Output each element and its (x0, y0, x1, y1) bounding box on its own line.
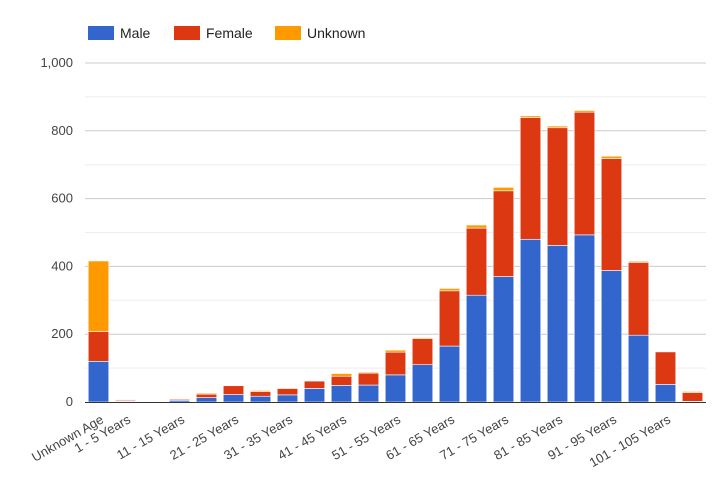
bar-segment-male[interactable] (438, 345, 461, 403)
bar-segment-female[interactable] (276, 388, 299, 396)
y-tick-label: 400 (51, 258, 73, 273)
legend-swatch-unknown (275, 26, 301, 40)
bar-segment-male[interactable] (222, 394, 245, 403)
bar-segment-unknown[interactable] (195, 392, 218, 395)
bar-segment-unknown[interactable] (438, 288, 461, 292)
bar-segment-unknown[interactable] (519, 115, 542, 118)
bar-segment-unknown[interactable] (546, 125, 569, 129)
bar-segment-male[interactable] (303, 388, 326, 403)
bar-segment-female[interactable] (465, 227, 488, 296)
bar-segment-female[interactable] (222, 385, 245, 395)
bar-segment-female[interactable] (357, 372, 380, 386)
bar-segment-female[interactable] (681, 392, 704, 402)
y-axis: 0 200 400 600 800 1,000 (40, 55, 73, 409)
bar-segment-male[interactable] (654, 384, 677, 403)
bar-segment-male[interactable] (573, 234, 596, 403)
legend-swatch-female (174, 26, 200, 40)
bar-segment-male[interactable] (492, 276, 515, 403)
bar-segment-male[interactable] (519, 238, 542, 403)
bar-segment-male[interactable] (600, 270, 623, 403)
legend: Male Female Unknown (88, 25, 365, 41)
bar-segment-female[interactable] (519, 117, 542, 240)
bar-segment-male[interactable] (627, 334, 650, 403)
bars (87, 110, 704, 403)
bar-segment-female[interactable] (411, 338, 434, 366)
y-tick-label: 0 (66, 394, 73, 409)
legend-label-female: Female (206, 25, 253, 41)
y-tick-label: 600 (51, 191, 73, 206)
bar-segment-unknown[interactable] (465, 224, 488, 229)
bar-segment-unknown[interactable] (249, 390, 272, 392)
bar-segment-unknown[interactable] (384, 349, 407, 353)
legend-swatch-male (88, 26, 114, 40)
bar-segment-male[interactable] (546, 245, 569, 403)
bar-segment-female[interactable] (249, 391, 272, 397)
bar-segment-unknown[interactable] (600, 155, 623, 159)
bar-segment-unknown[interactable] (357, 371, 380, 374)
bar-segment-female[interactable] (384, 351, 407, 376)
bar-segment-unknown[interactable] (681, 391, 704, 393)
bar-segment-unknown[interactable] (411, 337, 434, 339)
bar-segment-female[interactable] (627, 262, 650, 336)
bar-segment-female[interactable] (438, 290, 461, 347)
bar-segment-male[interactable] (195, 397, 218, 403)
bar-segment-female[interactable] (195, 393, 218, 398)
bar-segment-unknown[interactable] (276, 387, 299, 389)
bar-segment-female[interactable] (573, 111, 596, 236)
bar-segment-unknown[interactable] (330, 373, 353, 377)
bar-segment-male[interactable] (384, 374, 407, 403)
bar-segment-male[interactable] (465, 294, 488, 403)
bar-segment-male[interactable] (87, 361, 110, 403)
bar-segment-male[interactable] (249, 395, 272, 403)
bar-segment-female[interactable] (600, 158, 623, 271)
bar-segment-male[interactable] (357, 384, 380, 403)
bar-segment-female[interactable] (546, 127, 569, 246)
gridlines (85, 62, 706, 369)
legend-label-unknown: Unknown (307, 25, 365, 41)
y-tick-label: 200 (51, 326, 73, 341)
legend-label-male: Male (120, 25, 151, 41)
bar-segment-male[interactable] (276, 394, 299, 403)
bar-segment-unknown[interactable] (87, 260, 110, 332)
bar-segment-male[interactable] (330, 385, 353, 403)
y-tick-label: 800 (51, 123, 73, 138)
bar-segment-male[interactable] (411, 364, 434, 403)
bar-segment-female[interactable] (330, 375, 353, 386)
bar-segment-unknown[interactable] (573, 110, 596, 113)
bar-segment-unknown[interactable] (492, 187, 515, 192)
y-tick-label: 1,000 (40, 55, 73, 70)
bar-segment-female[interactable] (654, 351, 677, 385)
bar-segment-female[interactable] (303, 380, 326, 389)
bar-segment-female[interactable] (492, 190, 515, 277)
bar-segment-unknown[interactable] (627, 261, 650, 263)
bar-segment-unknown[interactable] (114, 399, 137, 401)
bar-segment-female[interactable] (87, 331, 110, 362)
